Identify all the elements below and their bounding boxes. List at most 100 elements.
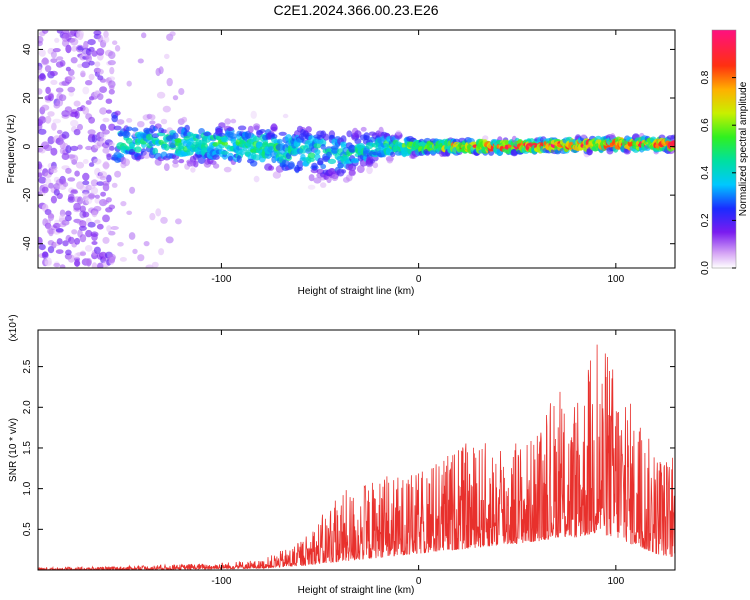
spectrogram-cell xyxy=(75,30,85,38)
spectrogram-cell xyxy=(137,121,145,128)
spectrogram-cell xyxy=(149,120,156,125)
spectrogram-cell xyxy=(79,250,86,257)
spectrogram-cell xyxy=(108,204,116,210)
spectrogram-cell xyxy=(276,138,283,145)
snr-y-multiplier: (x10⁴) xyxy=(8,314,19,341)
spectrogram-cell xyxy=(193,160,199,168)
spectrogram-cell xyxy=(212,163,220,169)
spectrogram-cell xyxy=(305,148,313,154)
spectrogram-cell xyxy=(114,110,121,116)
spectrogram-cell xyxy=(88,192,95,200)
spectrogram-cell xyxy=(41,104,50,111)
spectrogram-cell xyxy=(91,210,98,218)
spectrogram-cell xyxy=(77,144,83,150)
spectrogram-cell xyxy=(363,132,370,141)
spectrogram-cell xyxy=(109,85,115,91)
spectrogram-cell xyxy=(172,132,179,140)
spectrogram-cell xyxy=(154,123,162,129)
spectrogram-cell xyxy=(65,215,72,222)
spectrogram-cell xyxy=(348,169,356,177)
spectrogram-cell xyxy=(65,145,72,154)
spectrogram-cell xyxy=(68,236,75,245)
spectrogram-cell xyxy=(38,73,47,81)
spectrogram-cell xyxy=(50,195,58,204)
spectrogram-cell xyxy=(311,162,318,169)
spectrogram-cell xyxy=(221,136,229,143)
spectrogram-cell xyxy=(112,40,118,45)
spectrogram-frame xyxy=(37,29,676,269)
spectrogram-cell xyxy=(87,221,96,228)
spectrogram-cell xyxy=(94,197,101,204)
spectrogram-cell xyxy=(96,48,105,56)
spectrogram-cell xyxy=(169,31,176,37)
spectrogram-cell xyxy=(82,86,90,95)
spectrogram-cell xyxy=(141,32,147,39)
spectrogram-cell xyxy=(71,229,78,235)
y-tick-label: -40 xyxy=(22,236,33,251)
spectrogram-cell xyxy=(91,241,98,245)
spectrogram-cell xyxy=(70,119,79,127)
spectrogram-cell xyxy=(220,150,229,155)
spectrogram-cell xyxy=(93,246,101,254)
spectrogram-cell xyxy=(79,234,87,243)
spectrogram-cell xyxy=(164,53,170,60)
spectrogram-cell xyxy=(38,49,46,57)
spectrogram-cell xyxy=(77,123,83,131)
spectrogram-cell xyxy=(91,134,98,143)
spectrogram-cell xyxy=(96,223,104,230)
spectrogram-cell xyxy=(99,252,107,257)
snr-y-axis-label: SNR (10 * v/v) xyxy=(8,418,19,482)
spectrogram-cell xyxy=(100,137,107,144)
spectrogram-cell xyxy=(108,255,116,263)
spectrogram-cell xyxy=(88,46,95,52)
spectrogram-cell xyxy=(38,128,47,135)
spectrogram-cell xyxy=(93,158,102,165)
spectrogram-cell xyxy=(56,129,63,135)
spectrogram-cell xyxy=(164,143,170,151)
spectrogram-cell xyxy=(54,37,60,43)
spectrogram-cell xyxy=(51,122,57,131)
spectrogram-cell xyxy=(93,205,102,212)
spectrogram-cell xyxy=(218,122,226,128)
spectrogram-cell xyxy=(314,149,321,155)
spectrogram-cell xyxy=(41,251,49,259)
spectrogram-cell xyxy=(108,76,116,81)
colorbar-ticks: 0.0 0.2 0.4 0.6 0.8 xyxy=(700,70,736,275)
spectrogram-cell xyxy=(175,218,182,225)
spectrogram-cell xyxy=(45,86,51,95)
spectrogram-cell xyxy=(81,61,91,69)
spectrogram-cell xyxy=(114,45,121,52)
spectrogram-cell xyxy=(131,127,139,132)
spectrogram-cell xyxy=(145,264,154,268)
spectrogram-cell xyxy=(230,118,237,124)
spectrogram-cell xyxy=(328,134,335,140)
spectrogram-cell xyxy=(48,93,54,102)
spectrogram-heatmap xyxy=(38,30,675,268)
spectrogram-cell xyxy=(125,126,133,132)
spectrogram-cell xyxy=(299,148,307,154)
spectrogram-cell xyxy=(74,170,80,177)
spectrogram-cell xyxy=(38,172,43,178)
spectrogram-cell xyxy=(38,35,44,44)
spectrogram-cell xyxy=(482,135,489,141)
spectrogram-cell xyxy=(172,162,179,168)
spectrogram-cell xyxy=(390,151,396,157)
spectrogram-cell xyxy=(53,262,61,268)
spectrogram-cell xyxy=(266,142,276,148)
spectrogram-cell xyxy=(73,128,81,136)
spectrogram-cell xyxy=(56,56,64,61)
spectrogram-cell xyxy=(103,30,109,38)
spectrogram-cell xyxy=(313,177,322,184)
spectrogram-x-axis-label: Height of straight line (km) xyxy=(298,286,415,297)
spectrogram-cell xyxy=(307,152,316,159)
colorbar-tick-label: 0.2 xyxy=(700,213,711,227)
spectrogram-cell xyxy=(165,236,174,244)
spectrogram-cell xyxy=(102,214,110,223)
spectrogram-cell xyxy=(79,185,87,192)
spectrogram-cell xyxy=(107,60,116,66)
spectrogram-cell xyxy=(67,254,76,263)
spectrogram-cell xyxy=(122,158,130,167)
spectrogram-cell xyxy=(73,100,81,107)
spectrogram-cell xyxy=(74,256,81,262)
spectrogram-cell xyxy=(320,143,326,150)
